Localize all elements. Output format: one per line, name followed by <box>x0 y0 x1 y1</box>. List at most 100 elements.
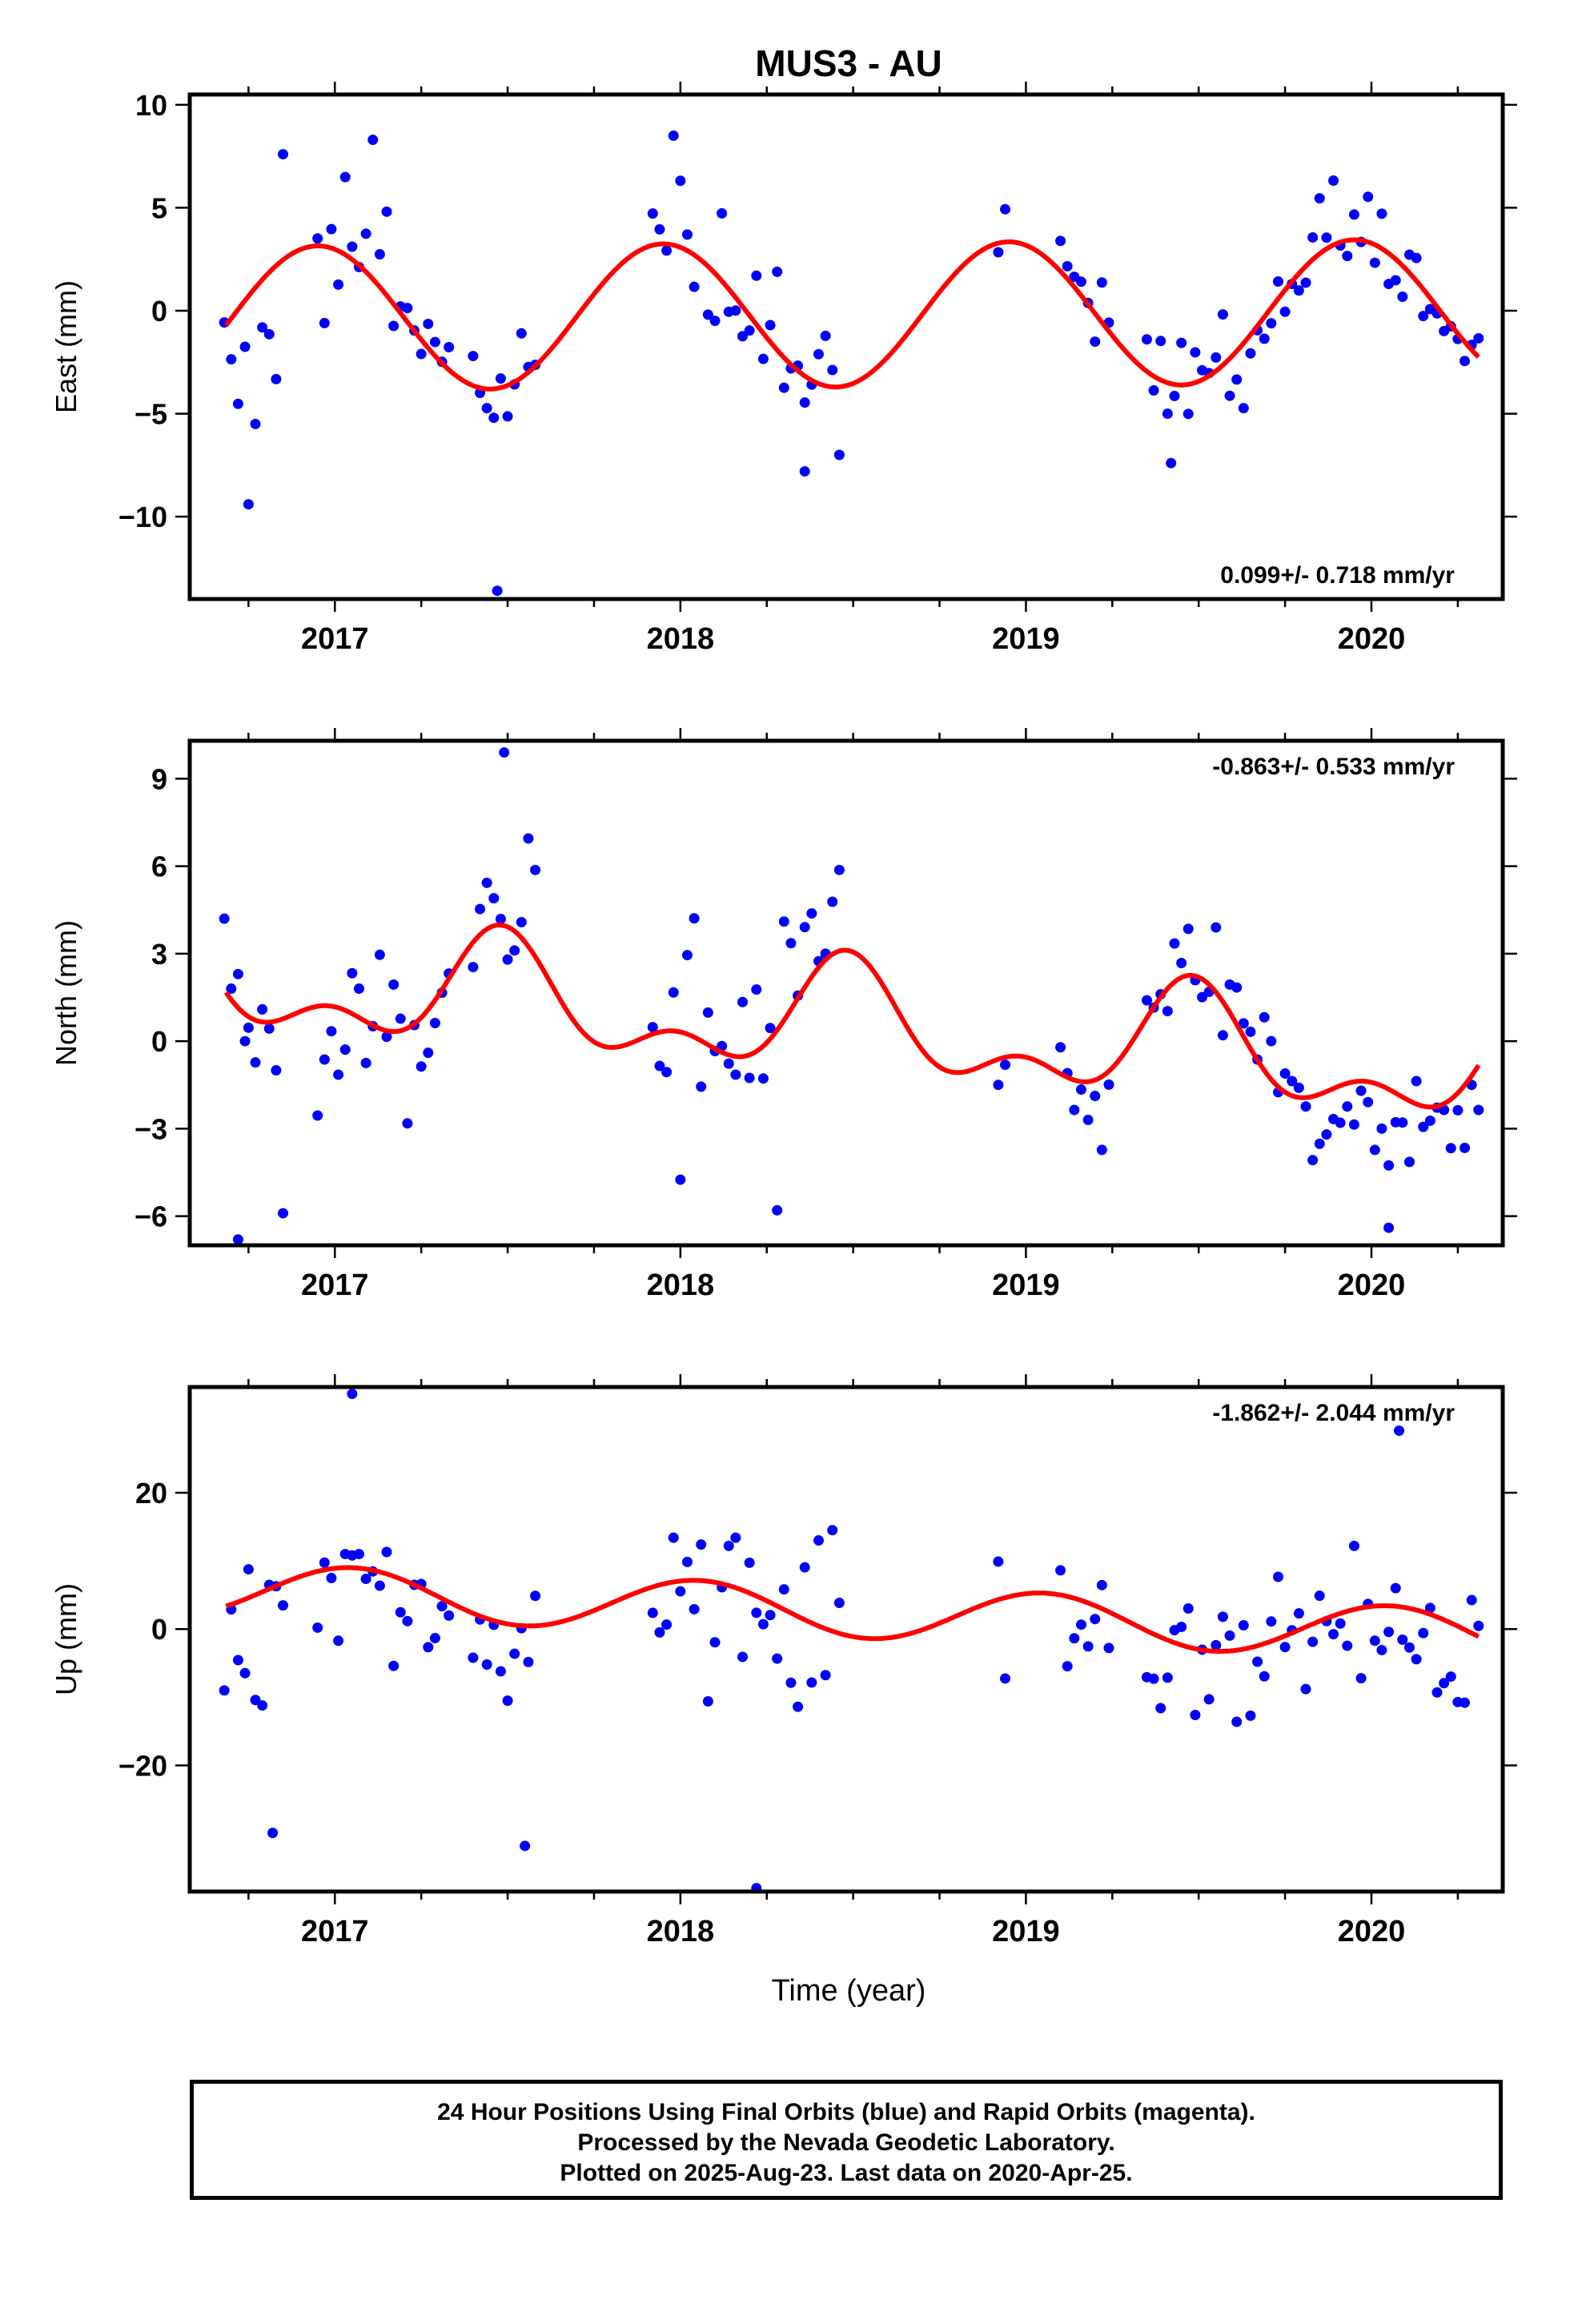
up-x-tick-label: 2017 <box>301 1915 369 1948</box>
up-data-point <box>312 1622 323 1633</box>
north-data-point <box>1342 1101 1353 1112</box>
east-data-point <box>1279 306 1291 317</box>
up-y-tick-label: −20 <box>118 1750 167 1783</box>
up-data-point <box>709 1637 721 1648</box>
east-data-point <box>367 135 379 146</box>
up-data-point <box>737 1651 749 1663</box>
north-data-point <box>509 945 520 956</box>
east-axis-label: East (mm) <box>50 280 82 413</box>
east-data-point <box>661 245 673 256</box>
north-data-point <box>1182 923 1194 935</box>
east-data-point <box>232 398 243 409</box>
up-data-point <box>1148 1673 1159 1684</box>
east-data-point <box>468 351 479 362</box>
east-data-point <box>778 382 789 393</box>
north-data-point <box>232 1234 243 1245</box>
north-fit-curve <box>223 923 1481 1110</box>
north-data-point <box>468 962 479 973</box>
up-data-point <box>239 1667 251 1679</box>
east-data-point <box>1190 347 1201 358</box>
north-data-point <box>388 979 400 990</box>
north-data-point <box>730 1069 741 1080</box>
north-data-point <box>785 938 797 949</box>
north-data-point <box>1000 1059 1011 1071</box>
up-data-point <box>1418 1627 1429 1638</box>
north-data-point <box>1082 1114 1094 1125</box>
north-data-point <box>647 1022 658 1033</box>
up-data-point <box>243 1564 254 1575</box>
up-data-point <box>1182 1603 1194 1614</box>
north-data-point <box>661 1067 673 1078</box>
east-data-point <box>772 266 783 277</box>
up-data-point <box>1272 1571 1283 1582</box>
north-data-point <box>481 877 492 888</box>
north-data-point <box>1096 1144 1107 1156</box>
north-data-point <box>1217 1030 1228 1041</box>
north-data-point <box>429 1018 440 1029</box>
up-data-point <box>1348 1540 1359 1551</box>
east-data-point <box>1259 333 1270 344</box>
east-data-point <box>381 206 392 217</box>
east-data-point <box>1166 457 1177 468</box>
east-data-point <box>1369 257 1380 268</box>
up-data-point <box>1190 1710 1201 1720</box>
up-data-point <box>1075 1619 1086 1630</box>
up-axis-label: Up (mm) <box>50 1583 82 1695</box>
north-data-point <box>499 747 510 758</box>
up-data-point <box>1069 1633 1080 1644</box>
north-data-point <box>523 833 534 844</box>
north-data-point <box>1403 1156 1415 1168</box>
east-data-point <box>702 309 713 320</box>
north-data-point <box>1300 1101 1311 1112</box>
east-y-tick-label: 5 <box>151 191 167 224</box>
east-x-tick-label: 2020 <box>1338 622 1406 656</box>
east-data-point <box>1321 232 1332 243</box>
north-data-point <box>219 913 230 924</box>
up-data-point <box>1082 1641 1094 1652</box>
north-data-point <box>806 908 817 919</box>
east-y-tick-label: −5 <box>135 398 167 431</box>
up-data-point <box>1203 1694 1215 1705</box>
north-data-point <box>1176 957 1187 968</box>
up-data-point <box>523 1656 534 1667</box>
north-data-point <box>516 917 527 928</box>
up-data-point <box>751 1607 762 1618</box>
east-data-point <box>654 223 665 235</box>
north-data-point <box>495 914 506 925</box>
north-data-point <box>1162 1006 1173 1017</box>
up-data-point <box>353 1549 364 1560</box>
east-data-point <box>1169 390 1180 401</box>
footer-line-1: 24 Hour Positions Using Final Orbits (bl… <box>437 2099 1255 2125</box>
north-data-point <box>696 1081 707 1092</box>
east-data-point <box>416 348 427 360</box>
up-data-point <box>1162 1672 1173 1683</box>
up-data-point <box>267 1827 279 1839</box>
north-data-point <box>675 1174 686 1185</box>
east-data-point <box>1418 311 1429 322</box>
up-data-point <box>1383 1626 1395 1638</box>
up-data-point <box>278 1600 289 1611</box>
east-data-point <box>516 328 527 339</box>
up-data-point <box>827 1525 838 1536</box>
east-data-point <box>1182 408 1194 420</box>
north-data-point <box>257 1003 268 1015</box>
north-data-point <box>502 954 513 965</box>
up-x-tick-label: 2019 <box>992 1915 1060 1948</box>
up-data-point <box>1155 1703 1166 1714</box>
up-data-point <box>520 1840 531 1852</box>
north-data-point <box>681 950 693 961</box>
north-x-tick-label: 2018 <box>647 1269 715 1302</box>
north-data-point <box>374 949 385 960</box>
north-data-point <box>1363 1096 1374 1108</box>
up-data-point <box>232 1655 243 1666</box>
north-data-point <box>757 1073 769 1084</box>
footer-line-2: Processed by the Nevada Geodetic Laborat… <box>577 2129 1115 2156</box>
footer-line-3: Plotted on 2025-Aug-23. Last data on 202… <box>560 2160 1133 2186</box>
east-data-point <box>239 341 251 352</box>
up-data-point <box>778 1584 789 1595</box>
up-data-point <box>1328 1629 1339 1640</box>
north-axis-label: North (mm) <box>50 920 82 1066</box>
east-data-point <box>326 223 337 235</box>
north-axis-ticks: 2017 2018 2019 2020 9 6 3 0 −3 −6 <box>135 728 1517 1302</box>
